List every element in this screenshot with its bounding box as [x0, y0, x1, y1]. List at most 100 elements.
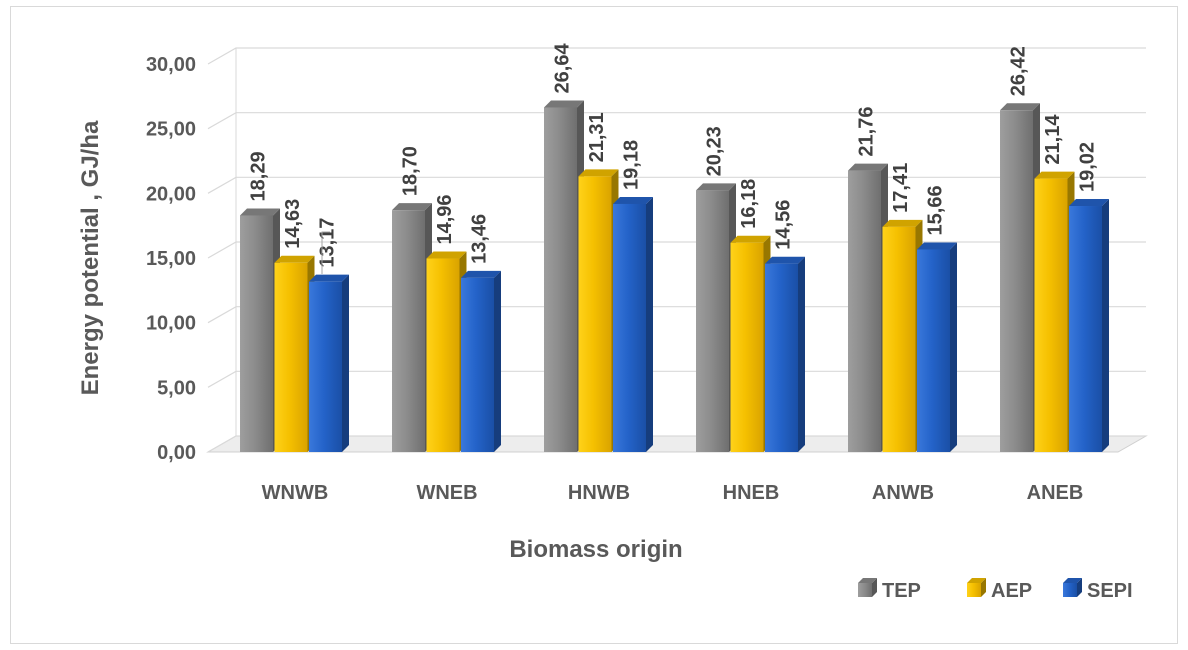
bar-front — [613, 203, 646, 452]
bar-front — [240, 215, 273, 452]
x-tick-label: HNWB — [568, 482, 630, 504]
bar-top — [578, 169, 619, 177]
data-label-aep: 21,31 — [586, 112, 608, 162]
bar-front — [544, 107, 577, 453]
legend-item-tep: TEP — [858, 578, 921, 602]
bar-top — [730, 235, 771, 243]
data-label-tep: 18,29 — [248, 151, 270, 201]
bar-sepi-hneb — [765, 256, 805, 452]
legend-swatch-top — [1063, 578, 1082, 583]
data-label-tep: 20,23 — [704, 126, 726, 176]
y-tick-label: 25,00 — [146, 119, 196, 141]
y-tick-label: 5,00 — [157, 377, 196, 399]
bar-top — [765, 256, 805, 264]
y-tick-label: 15,00 — [146, 248, 196, 270]
bar-top — [1034, 171, 1075, 179]
y-axis-ticks: 0,00 5,00 10,00 15,00 20,00 25,00 30,00 — [146, 54, 196, 464]
legend-swatch-side — [981, 578, 986, 597]
bar-front — [730, 242, 764, 452]
bar-side — [950, 242, 957, 452]
legend-label: TEP — [882, 580, 921, 602]
bar-aep-wneb — [426, 251, 467, 452]
legend-swatch — [1063, 583, 1077, 597]
legend-swatch-side — [872, 578, 877, 597]
data-label-sepi: 19,02 — [1077, 142, 1099, 192]
gridline — [207, 306, 1146, 324]
x-tick-label: WNEB — [416, 482, 477, 504]
x-tick-label: HNEB — [723, 482, 780, 504]
data-label-sepi: 14,56 — [773, 200, 795, 250]
x-axis-title: Biomass origin — [509, 536, 682, 563]
bar-tep-wneb — [392, 203, 432, 452]
data-label-aep: 14,63 — [282, 199, 304, 249]
legend-swatch-side — [1077, 578, 1082, 597]
data-label-aep: 16,18 — [738, 179, 760, 229]
bar-top — [461, 270, 501, 278]
bar-front — [392, 210, 425, 452]
legend: TEP AEP SEPI — [858, 578, 1133, 602]
bar-front — [1069, 206, 1102, 452]
data-labels: 18,29 14,63 13,17 18,70 14,96 13,46 26,64 21,31… — [248, 43, 1099, 274]
bar-aep-anwb — [882, 219, 923, 452]
data-label-sepi: 13,46 — [469, 214, 491, 264]
bar-tep-wnwb — [240, 208, 280, 452]
bar-aep-hneb — [730, 235, 771, 452]
bar-top — [426, 251, 467, 259]
bar-front — [309, 281, 342, 452]
bar-tep-anwb — [848, 163, 888, 452]
bar-front — [578, 176, 612, 452]
data-label-sepi: 15,66 — [925, 185, 947, 235]
legend-item-aep: AEP — [967, 578, 1032, 602]
bar-top — [917, 242, 957, 250]
bar-top — [882, 219, 923, 227]
bar-front — [882, 226, 916, 452]
bar-front — [1000, 110, 1033, 452]
bar-aep-wnwb — [274, 255, 315, 452]
x-tick-label: ANEB — [1027, 482, 1084, 504]
gridline — [207, 435, 1146, 453]
legend-swatch-top — [967, 578, 986, 583]
label-leader-line — [321, 231, 330, 274]
bar-top — [1069, 199, 1109, 207]
legend-swatch — [858, 583, 872, 597]
chart-frame — [10, 6, 1178, 644]
bar-aep-aneb — [1034, 171, 1075, 452]
data-label-tep: 26,64 — [552, 43, 574, 94]
bar-top — [274, 255, 315, 263]
data-label-tep: 18,70 — [400, 146, 422, 196]
y-tick-label: 30,00 — [146, 54, 196, 76]
legend-label: SEPI — [1087, 580, 1133, 602]
bar-front — [917, 249, 950, 452]
data-label-aep: 21,14 — [1042, 114, 1064, 165]
bar-top — [848, 163, 888, 171]
bar-sepi-anwb — [917, 242, 957, 452]
data-label-sepi: 13,17 — [317, 218, 339, 268]
gridline — [207, 241, 1146, 259]
bar-front — [696, 190, 729, 452]
bars — [240, 100, 1109, 453]
x-axis-ticks: WNWB WNEB HNWB HNEB ANWB ANEB — [262, 482, 1084, 504]
bar-side — [342, 274, 349, 452]
y-tick-label: 0,00 — [157, 442, 196, 464]
bar-aep-hnwb — [578, 169, 619, 452]
legend-swatch — [967, 583, 981, 597]
legend-swatch-top — [858, 578, 877, 583]
bar-front — [1034, 178, 1068, 452]
bar-top — [1000, 103, 1040, 111]
bar-top — [240, 208, 280, 216]
bar-sepi-aneb — [1069, 199, 1109, 452]
bar-front — [765, 263, 798, 452]
bar-front — [848, 170, 881, 452]
gridline — [207, 47, 1146, 65]
gridline — [207, 176, 1146, 194]
x-tick-label: ANWB — [872, 482, 934, 504]
gridline — [207, 370, 1146, 388]
bar-tep-hnwb — [544, 100, 584, 453]
data-label-tep: 26,42 — [1008, 46, 1030, 96]
gridline — [207, 112, 1146, 130]
bar-front — [426, 258, 460, 452]
bar-sepi-hnwb — [613, 196, 653, 452]
y-tick-label: 10,00 — [146, 313, 196, 335]
y-axis-title: Energy potential , GJ/ha — [77, 120, 104, 395]
legend-label: AEP — [991, 580, 1032, 602]
